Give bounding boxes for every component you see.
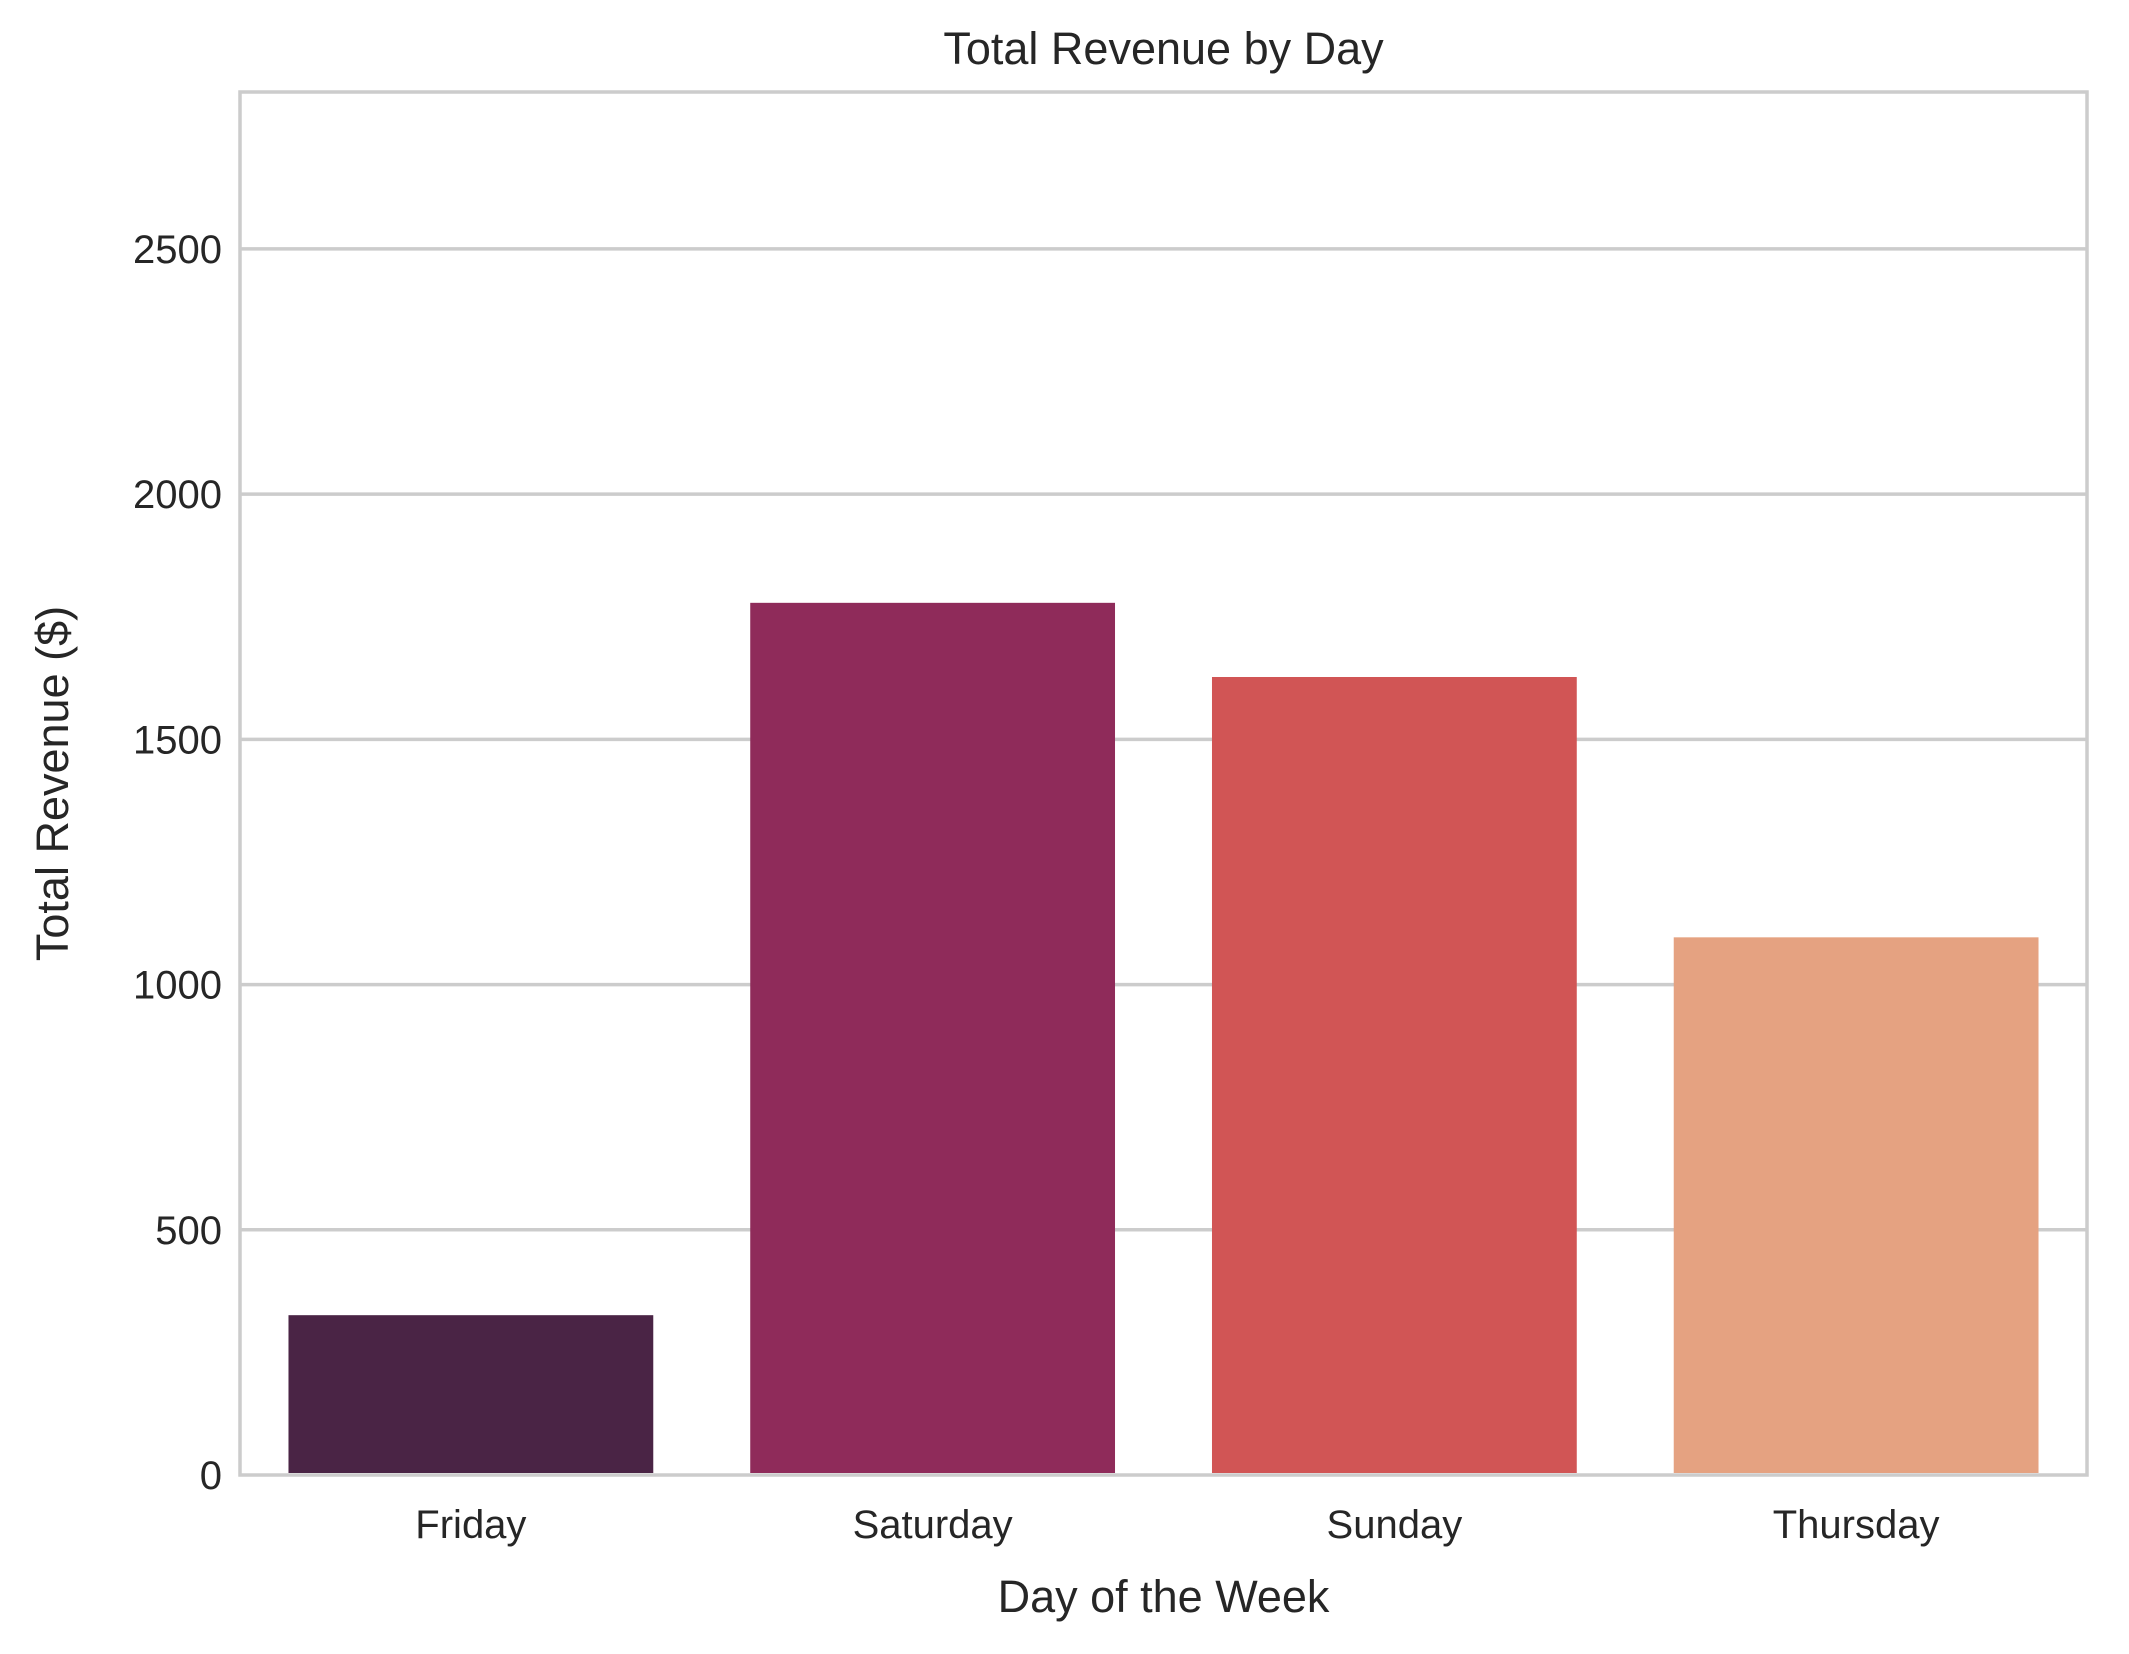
bar-saturday (750, 602, 1116, 1473)
bars (288, 602, 2039, 1473)
x-tick-label-sunday: Sunday (1327, 1503, 1463, 1547)
y-tick-label: 1500 (133, 718, 222, 762)
x-tick-label-saturday: Saturday (853, 1503, 1013, 1547)
y-tick-label: 500 (155, 1209, 222, 1253)
y-axis-label: Total Revenue ($) (27, 606, 78, 961)
x-axis-label: Day of the Week (998, 1571, 1330, 1622)
plot-frame (238, 90, 2089, 1477)
y-axis-ticks: 0 500 1000 1500 2000 2500 (133, 228, 222, 1498)
y-tick-label: 1000 (133, 964, 222, 1008)
y-tick-label: 0 (200, 1454, 222, 1498)
y-tick-label: 2000 (133, 473, 222, 517)
x-tick-label-thursday: Thursday (1773, 1503, 1940, 1547)
chart-title: Total Revenue by Day (943, 23, 1384, 74)
y-tick-label: 2500 (133, 228, 222, 272)
bar-thursday (1673, 937, 2039, 1473)
bar-friday (288, 1315, 654, 1473)
bar-sunday (1211, 676, 1577, 1473)
x-tick-label-friday: Friday (415, 1503, 526, 1547)
x-axis-ticks: Friday Saturday Sunday Thursday (415, 1503, 1939, 1547)
